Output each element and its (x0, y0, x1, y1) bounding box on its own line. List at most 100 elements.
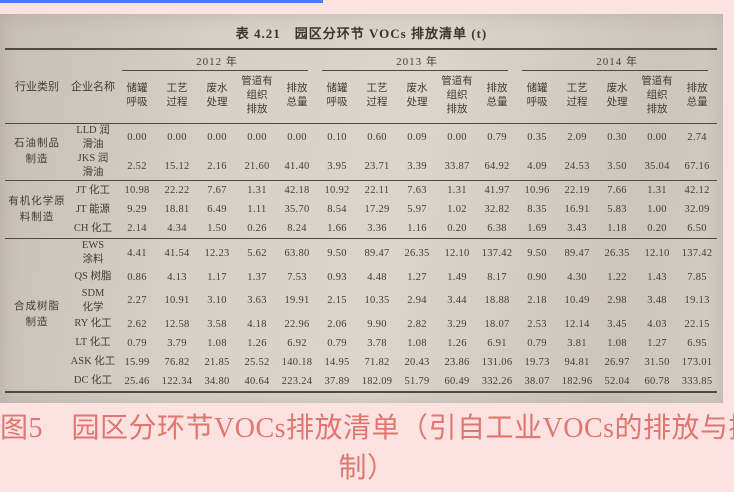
value-cell: 4.18 (247, 318, 267, 330)
figure-caption: 图5 园区分环节VOCs排放清单（引自工业VOCs的排放与控 制） (0, 409, 734, 489)
value-cell: 1.00 (647, 204, 667, 216)
value-cell: 1.66 (327, 223, 347, 235)
subheader-cell: 废水 处理 (197, 71, 237, 124)
value-cell: 0.20 (447, 223, 467, 235)
company-name: EWS 涂料 (69, 238, 117, 268)
subheader-cell: 废水 处理 (597, 71, 638, 124)
value-cell: 131.06 (481, 356, 513, 368)
table-row: RY 化工 2.62 12.58 3.58 4.18 22.96 2.06 9.90 2.82 3… (5, 315, 717, 334)
value-cell: 3.79 (167, 337, 187, 349)
value-cell: 0.79 (487, 132, 507, 144)
value-cell: 3.63 (247, 295, 267, 307)
value-cell: 60.49 (444, 375, 470, 387)
value-cell: 3.10 (207, 295, 227, 307)
value-cell: 2.82 (407, 318, 427, 330)
value-cell: 3.95 (327, 160, 347, 172)
value-cell: 4.09 (527, 160, 547, 172)
value-cell: 25.46 (124, 375, 150, 387)
value-cell: 22.22 (157, 180, 197, 201)
company-column-header: 企业名称 (69, 47, 117, 124)
value-cell: 40.64 (244, 375, 270, 387)
value-cell: 6.38 (487, 223, 507, 235)
value-cell: 137.42 (677, 238, 718, 268)
value-cell: 9.50 (517, 238, 558, 268)
value-cell: 1.27 (407, 271, 427, 283)
table-row: 石油制品 制造 LLD 润 滑油 0.00 0.00 0.00 0.00 0.00 0.10 0… (5, 123, 717, 165)
value-cell: 22.11 (357, 180, 398, 201)
vocs-emission-table: 行业类别 企业名称 2012 年 2013 年 2014 年 储罐 呼吸 工艺 过… (5, 47, 718, 393)
value-cell: 0.79 (327, 337, 347, 349)
value-cell: 12.10 (637, 238, 678, 268)
value-cell: 9.29 (127, 204, 147, 216)
subheader-cell: 工艺 过程 (557, 71, 598, 124)
company-name: JT 能源 (76, 203, 110, 215)
value-cell: 2.16 (207, 160, 227, 172)
table-row: JKS 润 滑油 2.52 15.12 2.16 21.60 41.40 3.95 23.71… (5, 152, 717, 181)
value-cell: 51.79 (404, 375, 430, 387)
value-cell: 52.04 (604, 375, 630, 387)
value-cell: 7.63 (397, 180, 438, 201)
value-cell: 182.09 (361, 375, 393, 387)
value-cell: 2.52 (127, 160, 147, 172)
industry-label: 合成树脂 制造 (5, 238, 69, 392)
value-cell: 19.13 (684, 295, 710, 307)
value-cell: 1.50 (207, 223, 227, 235)
value-cell: 1.37 (247, 271, 267, 283)
value-cell: 12.58 (164, 318, 190, 330)
value-cell: 8.35 (527, 204, 547, 216)
value-cell: 8.24 (287, 223, 307, 235)
industry-column-header: 行业类别 (5, 47, 69, 124)
value-cell: 3.39 (407, 160, 427, 172)
value-cell: 173.01 (681, 356, 713, 368)
value-cell: 3.36 (367, 223, 387, 235)
subheader-cell: 工艺 过程 (157, 71, 197, 124)
value-cell: 0.00 (447, 132, 467, 144)
value-cell: 1.02 (447, 204, 467, 216)
table-row: JT 能源 9.29 18.81 6.49 1.11 35.70 8.54 17.29 5.97… (5, 200, 717, 219)
value-cell: 89.47 (357, 238, 398, 268)
value-cell: 122.34 (161, 375, 193, 387)
value-cell: 2.27 (127, 295, 147, 307)
value-cell: 38.07 (524, 375, 550, 387)
value-cell: 89.47 (557, 238, 598, 268)
value-cell: 37.89 (324, 375, 350, 387)
subheader-cell: 储罐 呼吸 (117, 71, 157, 124)
year-header-row: 行业类别 企业名称 2012 年 2013 年 2014 年 (5, 47, 718, 124)
value-cell: 0.00 (247, 132, 267, 144)
value-cell: 1.31 (237, 180, 277, 201)
value-cell: 10.35 (364, 295, 390, 307)
value-cell: 8.54 (327, 204, 347, 216)
table-row: ASK 化工 15.99 76.82 21.85 25.52 140.18 14.95 71.… (5, 353, 717, 372)
company-name: JT 化工 (69, 180, 117, 201)
subheader-cell: 管道有 组织 排放 (437, 71, 478, 124)
value-cell: 0.00 (127, 132, 147, 144)
top-accent-line (0, 0, 323, 3)
value-cell: 6.95 (687, 337, 707, 349)
subheader-cell: 储罐 呼吸 (517, 71, 558, 124)
figure-caption-line2: 制） (338, 453, 396, 484)
value-cell: 19.91 (284, 295, 310, 307)
value-cell: 2.14 (127, 223, 147, 235)
value-cell: 10.96 (517, 180, 558, 201)
value-cell: 20.43 (404, 356, 430, 368)
value-cell: 1.43 (647, 271, 667, 283)
value-cell: 76.82 (164, 356, 190, 368)
value-cell: 1.31 (437, 180, 478, 201)
value-cell: 33.87 (444, 160, 470, 172)
industry-label: 有机化学原 料制造 (5, 180, 69, 239)
value-cell: 1.08 (207, 337, 227, 349)
value-cell: 94.81 (564, 356, 590, 368)
value-cell: 2.98 (607, 295, 627, 307)
value-cell: 63.80 (277, 238, 318, 268)
value-cell: 7.53 (287, 271, 307, 283)
value-cell: 10.49 (564, 295, 590, 307)
value-cell: 32.09 (684, 204, 710, 216)
value-cell: 6.49 (207, 204, 227, 216)
table-title: 表 4.21 园区分环节 VOCs 排放清单 (t) (235, 26, 488, 41)
value-cell: 22.15 (684, 318, 710, 330)
figure-caption-line1: 图5 园区分环节VOCs排放清单（引自工业VOCs的排放与控 (0, 413, 734, 444)
value-cell: 4.41 (117, 238, 157, 268)
value-cell: 0.60 (367, 132, 387, 144)
value-cell: 182.96 (561, 375, 593, 387)
value-cell: 3.44 (447, 295, 467, 307)
